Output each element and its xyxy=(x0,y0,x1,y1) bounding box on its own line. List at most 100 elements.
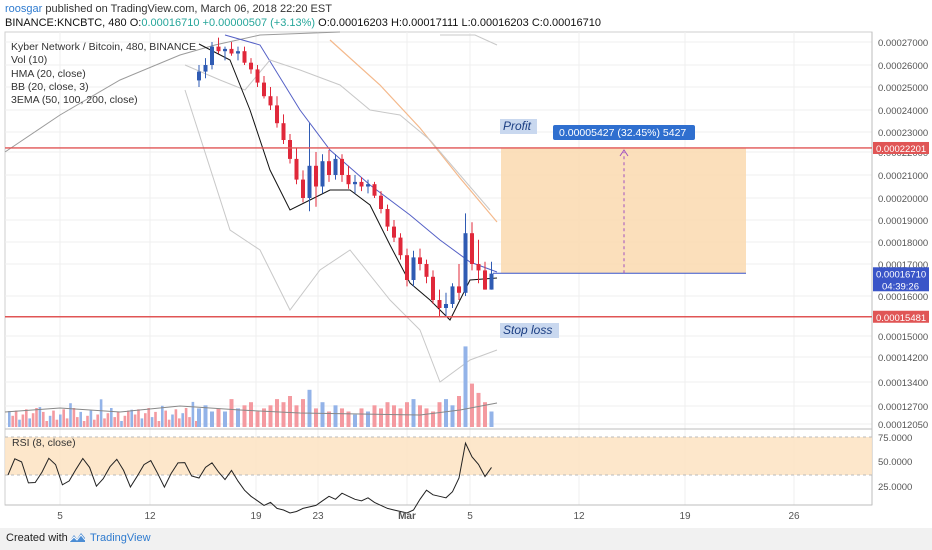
volume-bar xyxy=(268,405,273,427)
candle-body xyxy=(418,257,422,264)
price-tick-label: 0.00026000 xyxy=(878,61,928,72)
volume-bar xyxy=(197,408,201,427)
volume-bar xyxy=(76,417,79,427)
volume-bar xyxy=(72,408,76,427)
symbol-ohlc-line: BINANCE:KNCBTC, 480 O:0.00016710 +0.0000… xyxy=(5,17,601,29)
volume-bar xyxy=(191,401,195,427)
price-tick-label: 0.00021000 xyxy=(878,171,928,182)
volume-bar xyxy=(424,408,429,427)
candle-body xyxy=(359,181,364,187)
time-tick-label: 26 xyxy=(788,511,800,522)
time-tick-label: 5 xyxy=(57,511,63,522)
chart-overlays: 0.00005427 (32.45%) 5427 Profit Stop loss xyxy=(5,119,872,338)
volume-bar xyxy=(14,410,18,427)
candle-body xyxy=(314,165,318,187)
volume-bar xyxy=(99,399,103,427)
volume-bar xyxy=(25,409,28,427)
volume-bars xyxy=(4,346,498,427)
ohlc-change: +0.00000507 (+3.13%) xyxy=(202,17,316,29)
volume-bar xyxy=(184,408,188,427)
volume-bar xyxy=(103,418,106,427)
volume-bar xyxy=(333,405,338,427)
price-tick-label: 0.00025000 xyxy=(878,83,928,94)
tradingview-link[interactable]: TradingView xyxy=(90,532,151,544)
volume-bar xyxy=(154,411,157,427)
time-tick-label: 5 xyxy=(467,511,473,522)
price-tick-label: 0.00020000 xyxy=(878,194,928,205)
legend-hma[interactable]: HMA (20, close) xyxy=(11,67,86,80)
stop-loss-label-box xyxy=(500,323,559,338)
volume-bar xyxy=(110,408,113,427)
volume-bar xyxy=(470,383,474,427)
candle-body xyxy=(457,286,461,293)
volume-bar xyxy=(483,402,487,427)
volume-bar xyxy=(18,419,21,427)
symbol-label: BINANCE:KNCBTC, 480 xyxy=(5,17,127,29)
candle-body xyxy=(333,158,338,175)
volume-bar xyxy=(150,417,154,427)
volume-bar xyxy=(181,413,184,427)
candle-body xyxy=(327,161,331,175)
volume-bar xyxy=(216,408,221,427)
measure-arrow-head xyxy=(619,149,629,157)
volume-bar xyxy=(418,405,422,427)
stop-price-label: 0.00015481 xyxy=(876,313,926,324)
price-tick-label: 0.00018000 xyxy=(878,238,928,249)
volume-bar xyxy=(127,410,130,427)
price-tick-label: 0.00012700 xyxy=(878,402,928,413)
price-tick-label: 0.00019000 xyxy=(878,216,928,227)
candle-body xyxy=(437,300,442,308)
rsi-tick-label: 25.0000 xyxy=(878,482,912,493)
price-tick-label: 0.00027000 xyxy=(878,38,928,49)
author-link[interactable]: roosgar xyxy=(5,3,43,15)
volume-bar xyxy=(307,389,312,427)
ema-200-line xyxy=(4,31,341,153)
candle-body xyxy=(288,140,292,159)
volume-bar xyxy=(275,399,279,427)
volume-bar xyxy=(188,417,191,427)
legend-ema[interactable]: 3EMA (50, 100, 200, close) xyxy=(11,94,138,107)
last-price-tag xyxy=(873,267,929,292)
volume-bar xyxy=(340,408,344,427)
volume-bar xyxy=(489,411,494,427)
candle-body xyxy=(411,257,416,280)
volume-bar xyxy=(93,419,96,427)
price-tick-label: 0.00016000 xyxy=(878,292,928,303)
volume-bar xyxy=(281,402,286,427)
volume-bar xyxy=(463,346,468,427)
target-price-label: 0.00022201 xyxy=(876,144,926,155)
volume-bar xyxy=(157,421,161,427)
volume-bar xyxy=(294,405,299,427)
candle-body xyxy=(249,62,253,70)
candle-body xyxy=(223,48,227,52)
volume-bar xyxy=(59,414,62,427)
measure-label-text: 0.00005427 (32.45%) 5427 xyxy=(559,127,686,139)
ema-100-line xyxy=(329,39,498,223)
volume-bar xyxy=(249,402,253,427)
volume-bar xyxy=(86,415,89,427)
candle-series xyxy=(197,37,494,316)
price-tick-label: 0.00017000 xyxy=(878,260,928,271)
price-tick-label: 0.00023000 xyxy=(878,128,928,139)
volume-bar xyxy=(178,418,181,427)
volume-bar xyxy=(38,407,42,427)
legend-title[interactable]: Kyber Network / Bitcoin, 480, BINANCE xyxy=(11,41,196,53)
legend-bb[interactable]: BB (20, close, 3) xyxy=(11,80,89,93)
last-price-label: 0.00016710 xyxy=(876,269,926,280)
volume-bar xyxy=(164,410,167,427)
volume-bar xyxy=(379,408,383,427)
candle-body xyxy=(242,51,247,63)
volume-bar xyxy=(130,409,133,427)
candle-body xyxy=(366,184,370,187)
candle-body xyxy=(301,179,305,198)
time-tick-label: 12 xyxy=(573,511,585,522)
volume-bar xyxy=(42,411,45,427)
candle-body xyxy=(307,165,312,198)
candle-body xyxy=(353,181,357,185)
volume-bar xyxy=(450,405,455,427)
published-text: published on TradingView.com, March 06, … xyxy=(45,3,332,15)
legend-vol[interactable]: Vol (10) xyxy=(11,54,48,67)
ohlc-c: C:0.00016710 xyxy=(531,17,601,29)
candle-body xyxy=(203,65,208,72)
